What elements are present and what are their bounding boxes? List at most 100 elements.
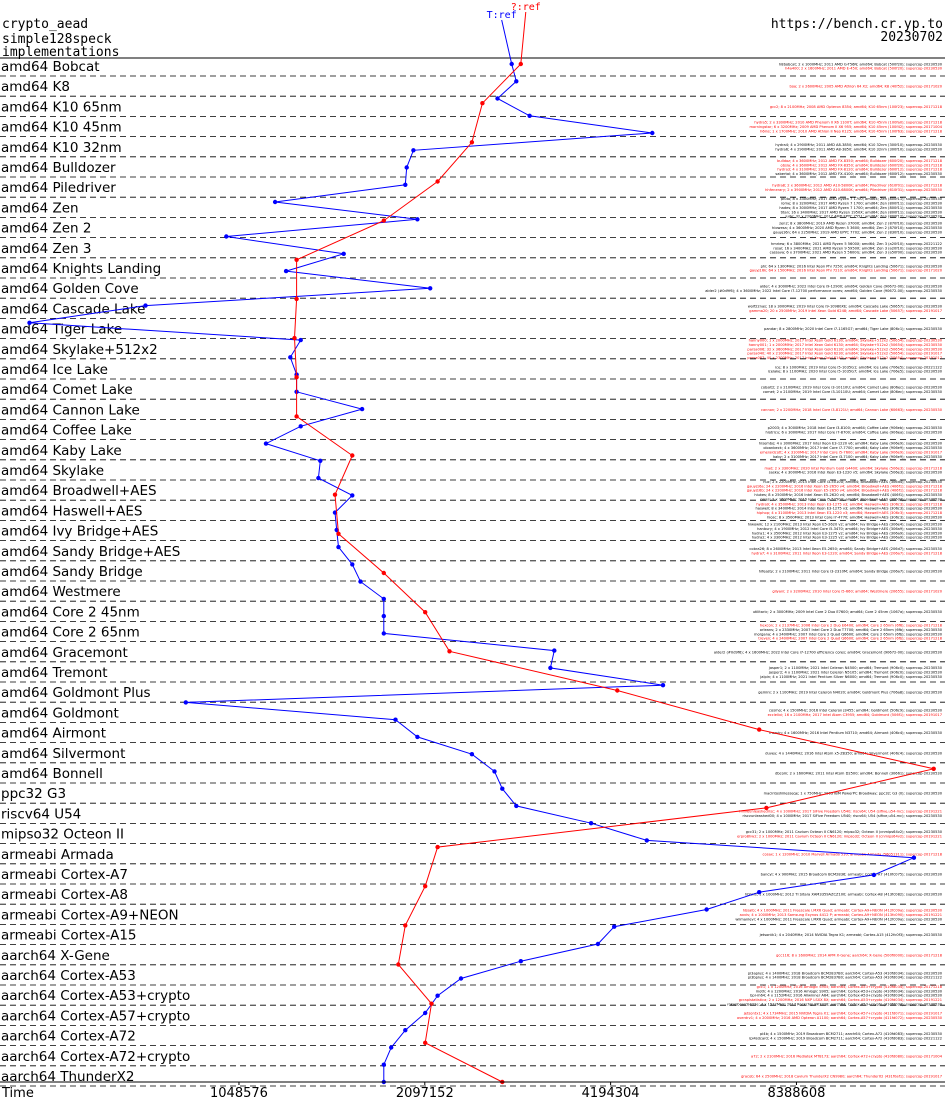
category-label: amd64 K10 32nm bbox=[1, 140, 122, 156]
category-label: amd64 Ivy Bridge+AES bbox=[1, 524, 158, 540]
data-point bbox=[428, 286, 433, 291]
category-label: amd64 Sandy Bridge+AES bbox=[1, 544, 180, 560]
x-tick-label: 8388608 bbox=[767, 1086, 825, 1101]
x-tick-label: 2097152 bbox=[396, 1086, 454, 1101]
machine-label: pi4b; 4 x 1500MHz; 2019 Broadcom BCM2711… bbox=[760, 1032, 943, 1036]
header-line-1: crypto_aead bbox=[2, 17, 88, 32]
data-point bbox=[350, 562, 355, 567]
category-label: armeabi Armada bbox=[1, 847, 114, 863]
x-axis: Time 1048576 2097152 4194304 8388608 bbox=[0, 1081, 945, 1101]
data-point bbox=[294, 414, 299, 419]
machine-label: zen2; 8 x 3800MHz; 2019 AMD Ryzen 3700X;… bbox=[779, 222, 943, 226]
machine-label: cosmo; 4 x 1500MHz; 2016 Intel Celeron J… bbox=[769, 709, 943, 713]
data-point bbox=[458, 976, 464, 981]
machine-label: hydra1; 4 x 3500MHz; 2012 Intel Xeon E3-… bbox=[752, 531, 943, 535]
machine-label: comet; 2 x 2100MHz; 2019 Intel Core i3-1… bbox=[763, 390, 943, 394]
machine-label: h8bobcat; 2 x 1000MHz; 2011 AMD G-T56N; … bbox=[779, 62, 943, 66]
category-label: amd64 Skylake bbox=[1, 463, 104, 479]
data-point bbox=[650, 130, 655, 136]
data-point bbox=[514, 79, 519, 84]
category-label: amd64 Haswell+AES bbox=[1, 503, 142, 519]
data-point bbox=[298, 337, 303, 343]
series-qref: ?:ref bbox=[292, 2, 936, 1085]
data-point bbox=[764, 805, 769, 811]
category-label: amd64 Tiger Lake bbox=[1, 322, 122, 338]
machine-label: rokapboards422e; 4 x 1512MHz; 2017 Rockc… bbox=[727, 1003, 943, 1007]
machine-label: marvin; 4 x 1600MHz; 2016 Intel Pentium … bbox=[769, 731, 943, 735]
machine-label: hiwowik; 12 x 2100MHz; 2013 Intel Xeon E… bbox=[748, 523, 943, 527]
machine-label: titan; 16 x 3400MHz; 2017 AMD Ryzen 1950… bbox=[781, 210, 943, 214]
x-tick-label: 1048576 bbox=[210, 1086, 268, 1101]
data-point bbox=[272, 199, 278, 205]
machine-label: gcc1; 1 x 1200MHz; 2016 Amlogic S905; aa… bbox=[757, 985, 943, 989]
data-point bbox=[495, 96, 500, 101]
machine-label: sabertal; 4 x 3600MHz; 2012 AMD FX-4100;… bbox=[775, 172, 942, 176]
series-tref: T:ref bbox=[27, 10, 917, 1085]
machine-label: hanny001; 1 x 2000MHz; 2017 Intel Xeon G… bbox=[749, 343, 943, 347]
machine-label: jasper2; 4 x 1100MHz; 2021 Intel Celeron… bbox=[768, 671, 943, 675]
series-line bbox=[29, 63, 915, 1082]
category-label: amd64 Zen 3 bbox=[1, 241, 91, 257]
data-point bbox=[435, 179, 440, 184]
data-point bbox=[435, 993, 440, 998]
data-point bbox=[660, 683, 666, 688]
category-label: amd64 Bulldozer bbox=[1, 160, 116, 176]
header-line-2: simple128speck bbox=[2, 32, 112, 47]
category-label: amd64 Bobcat bbox=[1, 59, 100, 75]
data-point bbox=[527, 113, 532, 119]
machine-label: jalpin; 4 x 1100MHz; 2021 Intel Pentium … bbox=[759, 675, 942, 679]
category-label: amd64 Airmont bbox=[1, 726, 106, 742]
data-point bbox=[429, 1001, 434, 1006]
category-label: mipso32 Octeon II bbox=[1, 827, 124, 843]
machine-label: hifeasty; 2 x 2100MHz; 2011 Intel Core i… bbox=[759, 570, 943, 574]
data-point bbox=[871, 872, 877, 878]
header-date: 20230702 bbox=[880, 30, 943, 45]
series-label: T:ref bbox=[487, 10, 517, 21]
machine-label: hydra9; 4 x 3500MHz; 2013 Intel Xeon E3-… bbox=[756, 502, 942, 506]
category-label: armeabi Cortex-A8 bbox=[1, 887, 128, 903]
machine-label: nuc; 2 x 2200MHz; 2015 Intel Core i3-501… bbox=[763, 480, 942, 484]
category-label: amd64 Cannon Lake bbox=[1, 402, 140, 418]
machine-label: rome; 8 x 3200MHz; 2017 AMD Ryzen 7 1700… bbox=[781, 202, 943, 206]
category-label: amd64 Kaby Lake bbox=[1, 443, 122, 459]
data-point bbox=[381, 218, 386, 223]
data-point bbox=[381, 596, 386, 602]
machine-label: gauyj16a; 24 x 2200MHz; 2016 Intel Xeon … bbox=[747, 484, 943, 488]
machine-label: hades; 8 x 3000MHz; 2017 AMD Ryzen 7 170… bbox=[779, 206, 942, 210]
data-point bbox=[263, 441, 269, 446]
machine-label: alder; 4 x 3000MHz; 2022 Intel Core i9-1… bbox=[760, 285, 943, 289]
machine-label: hydra5; 2 x 3300MHz; 2010 AMD Phenom II … bbox=[754, 121, 942, 125]
machine-label: hydra2; 4 x 3300MHz; 2012 Intel Xeon E3-… bbox=[752, 536, 943, 540]
machine-label: hisembo; 4 x 3000MHz; 2017 Intel Xeon E3… bbox=[759, 442, 943, 446]
machine-label: rosal; 16 x 3400MHz; 2021 AMD Ryzen 9 59… bbox=[773, 246, 942, 250]
series-layer: T:ref?:ref bbox=[27, 2, 936, 1085]
data-point bbox=[288, 355, 293, 360]
machine-label: hiosc; 8 x 3500MHz; 2013 Intel Core i7-4… bbox=[767, 516, 943, 520]
machine-label: gauyj16b; 24 x 2200MHz; 2016 Intel Xeon … bbox=[747, 489, 943, 493]
x-axis-title: Time bbox=[1, 1086, 34, 1101]
machine-label: hiowesa; 4 x 3600MHz; 2020 AMD Ryzen 5 3… bbox=[772, 226, 943, 230]
category-label: aarch64 Cortex-A72+crypto bbox=[1, 1049, 190, 1065]
machine-label: phi; 64 x 1300MHz; 2016 Intel Xeon Phi 7… bbox=[761, 264, 943, 268]
category-label: amd64 K10 65nm bbox=[1, 99, 122, 115]
category-label: aarch64 Cortex-A53+crypto bbox=[1, 988, 190, 1004]
category-rows: amd64 Bobcat h8bobcat; 2 x 1000MHz; 2011 … bbox=[0, 57, 945, 1087]
data-point bbox=[615, 688, 620, 693]
machine-label: gemini; 2 x 1100MHz; 2019 Intel Celeron … bbox=[758, 691, 942, 695]
machine-label: hanbury; 4 x 1900MHz; 2012 Intel Core i5… bbox=[757, 527, 943, 531]
machine-label: gcc31; 2 x 1000MHz; 2011 Cavium Octeon I… bbox=[746, 830, 943, 834]
machine-label: jasper1; 2 x 1100MHz; 2021 Intel Celeron… bbox=[768, 666, 943, 670]
category-label: armeabi Cortex-A9+NEON bbox=[1, 907, 179, 923]
data-point bbox=[350, 453, 355, 458]
category-label: amd64 Zen 2 bbox=[1, 221, 91, 237]
machine-label: h4a400; 2 x 1600MHz; 2011 AMD E-450; amd… bbox=[785, 67, 943, 71]
data-point bbox=[612, 924, 617, 929]
machine-label: ice; 8 x 1000MHz; 2019 Intel Core i5-103… bbox=[775, 365, 942, 369]
machine-label: wiimanlevl; 4 x 1000MHz; 2011 Freescale … bbox=[735, 917, 942, 921]
data-point bbox=[469, 140, 475, 145]
machine-label: orleans; 2 x 2330MHz; 2007 Intel Core 2 … bbox=[760, 628, 943, 632]
machine-label: ecclelixi; 16 x 2100MHz; 2017 Intel Atom… bbox=[768, 713, 942, 717]
machine-label: rpi4sdcard; 4 x 1500MHz; 2019 Broadcom B… bbox=[749, 1036, 942, 1040]
machine-label: gamma20; 20 x 2500MHz; 2019 Intel Xeon G… bbox=[749, 309, 942, 313]
